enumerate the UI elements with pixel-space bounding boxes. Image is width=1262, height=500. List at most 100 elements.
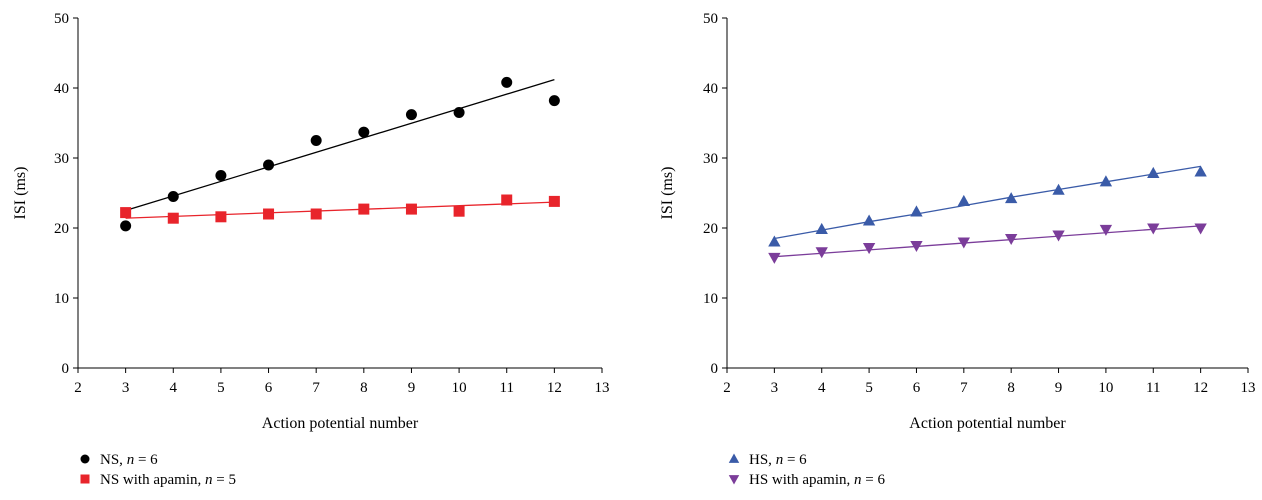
legend-label: HS, n = 6 xyxy=(749,452,807,468)
x-tick-label: 6 xyxy=(913,380,921,396)
data-point xyxy=(358,203,370,215)
legend-label: NS, n = 6 xyxy=(100,452,158,468)
legend-label-count: = 5 xyxy=(213,472,236,488)
legend-label-name: HS, xyxy=(749,452,776,468)
x-tick-label: 7 xyxy=(312,380,320,396)
x-tick-label: 4 xyxy=(170,380,178,396)
y-tick-label: 30 xyxy=(54,151,69,167)
data-point xyxy=(1052,230,1065,242)
data-point xyxy=(405,109,417,121)
y-tick-label: 0 xyxy=(62,361,70,377)
legend-entry: NS with apamin, n = 5 xyxy=(80,472,236,488)
data-point xyxy=(815,222,828,234)
data-point xyxy=(1194,165,1207,177)
data-point xyxy=(957,194,970,206)
y-tick-label: 20 xyxy=(54,221,69,237)
legend-entry: HS with apamin, n = 6 xyxy=(728,472,885,488)
legend-label-n: n xyxy=(854,472,862,488)
data-point xyxy=(501,194,513,206)
data-point xyxy=(167,191,179,202)
x-tick-label: 8 xyxy=(1007,380,1015,396)
y-axis-label: ISI (ms) xyxy=(659,167,676,220)
data-point xyxy=(215,211,227,223)
legend-label-count: = 6 xyxy=(134,452,158,468)
data-point xyxy=(910,240,923,252)
chart-panel-1: 0 10 20 30 40 50 2 3 4 5 6 7 8 9 10 11 12 13 Action potent… xyxy=(12,11,610,488)
legend-marker xyxy=(728,475,740,485)
trendline xyxy=(774,165,1201,240)
data-point xyxy=(501,76,513,88)
legend-label: NS with apamin, n = 5 xyxy=(100,472,236,488)
data-point xyxy=(405,203,417,215)
chart-panel-2: 0 10 20 30 40 50 2 3 4 5 6 7 8 9 10 11 12 13 Action potent… xyxy=(659,11,1256,488)
x-tick-label: 12 xyxy=(1193,380,1208,396)
data-point xyxy=(548,195,560,207)
y-tick-label: 10 xyxy=(703,291,718,307)
legend-label-n: n xyxy=(776,452,784,468)
x-tick-label: 5 xyxy=(217,380,225,396)
data-point xyxy=(1194,223,1207,235)
x-tick-label: 3 xyxy=(771,380,779,396)
x-axis-label: Action potential number xyxy=(262,415,419,432)
x-tick-label: 10 xyxy=(1098,380,1113,396)
legend-label: HS with apamin, n = 6 xyxy=(749,472,885,488)
legend-marker xyxy=(80,454,90,464)
legend-label-count: = 6 xyxy=(783,452,807,468)
y-tick-label: 30 xyxy=(703,151,718,167)
legend-entry: HS, n = 6 xyxy=(728,452,807,468)
trendline xyxy=(125,201,555,219)
trendline xyxy=(125,78,555,212)
data-point xyxy=(1099,224,1113,236)
data-point xyxy=(1052,183,1065,195)
x-tick-label: 6 xyxy=(265,380,273,396)
data-point xyxy=(310,135,322,146)
series-1 xyxy=(768,165,1207,247)
legend-label-name: HS with apamin, xyxy=(749,472,854,488)
data-point xyxy=(1147,223,1160,235)
trendline xyxy=(774,225,1201,258)
y-tick-label: 50 xyxy=(54,11,69,27)
data-point xyxy=(548,95,560,107)
y-tick-label: 10 xyxy=(54,291,69,307)
data-point xyxy=(1005,233,1018,245)
data-point xyxy=(1147,166,1160,178)
y-tick-label: 20 xyxy=(703,221,718,237)
x-tick-label: 8 xyxy=(360,380,368,396)
x-tick-label: 7 xyxy=(960,380,968,396)
legend-marker xyxy=(80,474,90,484)
legend-label-name: NS with apamin, xyxy=(100,472,205,488)
data-point xyxy=(862,243,876,255)
y-tick-label: 0 xyxy=(711,361,719,377)
data-point xyxy=(167,212,179,224)
data-point xyxy=(120,220,132,232)
data-point xyxy=(453,107,465,118)
legend-marker xyxy=(728,453,740,463)
x-axis-label: Action potential number xyxy=(909,415,1066,432)
y-axis-label: ISI (ms) xyxy=(12,167,29,220)
data-point xyxy=(1099,175,1113,187)
y-tick-label: 50 xyxy=(703,11,718,27)
x-tick-label: 11 xyxy=(500,380,514,396)
data-point xyxy=(120,207,132,219)
x-tick-label: 9 xyxy=(1055,380,1063,396)
legend-label-name: NS, xyxy=(100,452,127,468)
x-tick-label: 2 xyxy=(74,380,82,396)
x-tick-label: 4 xyxy=(818,380,826,396)
data-point xyxy=(453,205,465,217)
x-tick-label: 5 xyxy=(865,380,873,396)
data-point xyxy=(768,252,781,264)
data-point xyxy=(910,205,923,217)
data-point xyxy=(768,235,781,247)
data-point xyxy=(957,237,970,249)
x-tick-label: 11 xyxy=(1146,380,1160,396)
data-point xyxy=(1005,192,1018,204)
x-tick-label: 12 xyxy=(547,380,562,396)
x-tick-label: 10 xyxy=(452,380,467,396)
x-tick-label: 13 xyxy=(595,380,610,396)
series-2 xyxy=(120,194,560,224)
data-point xyxy=(862,214,876,226)
data-point xyxy=(815,247,828,259)
x-tick-label: 2 xyxy=(723,380,731,396)
series-2 xyxy=(768,223,1207,264)
